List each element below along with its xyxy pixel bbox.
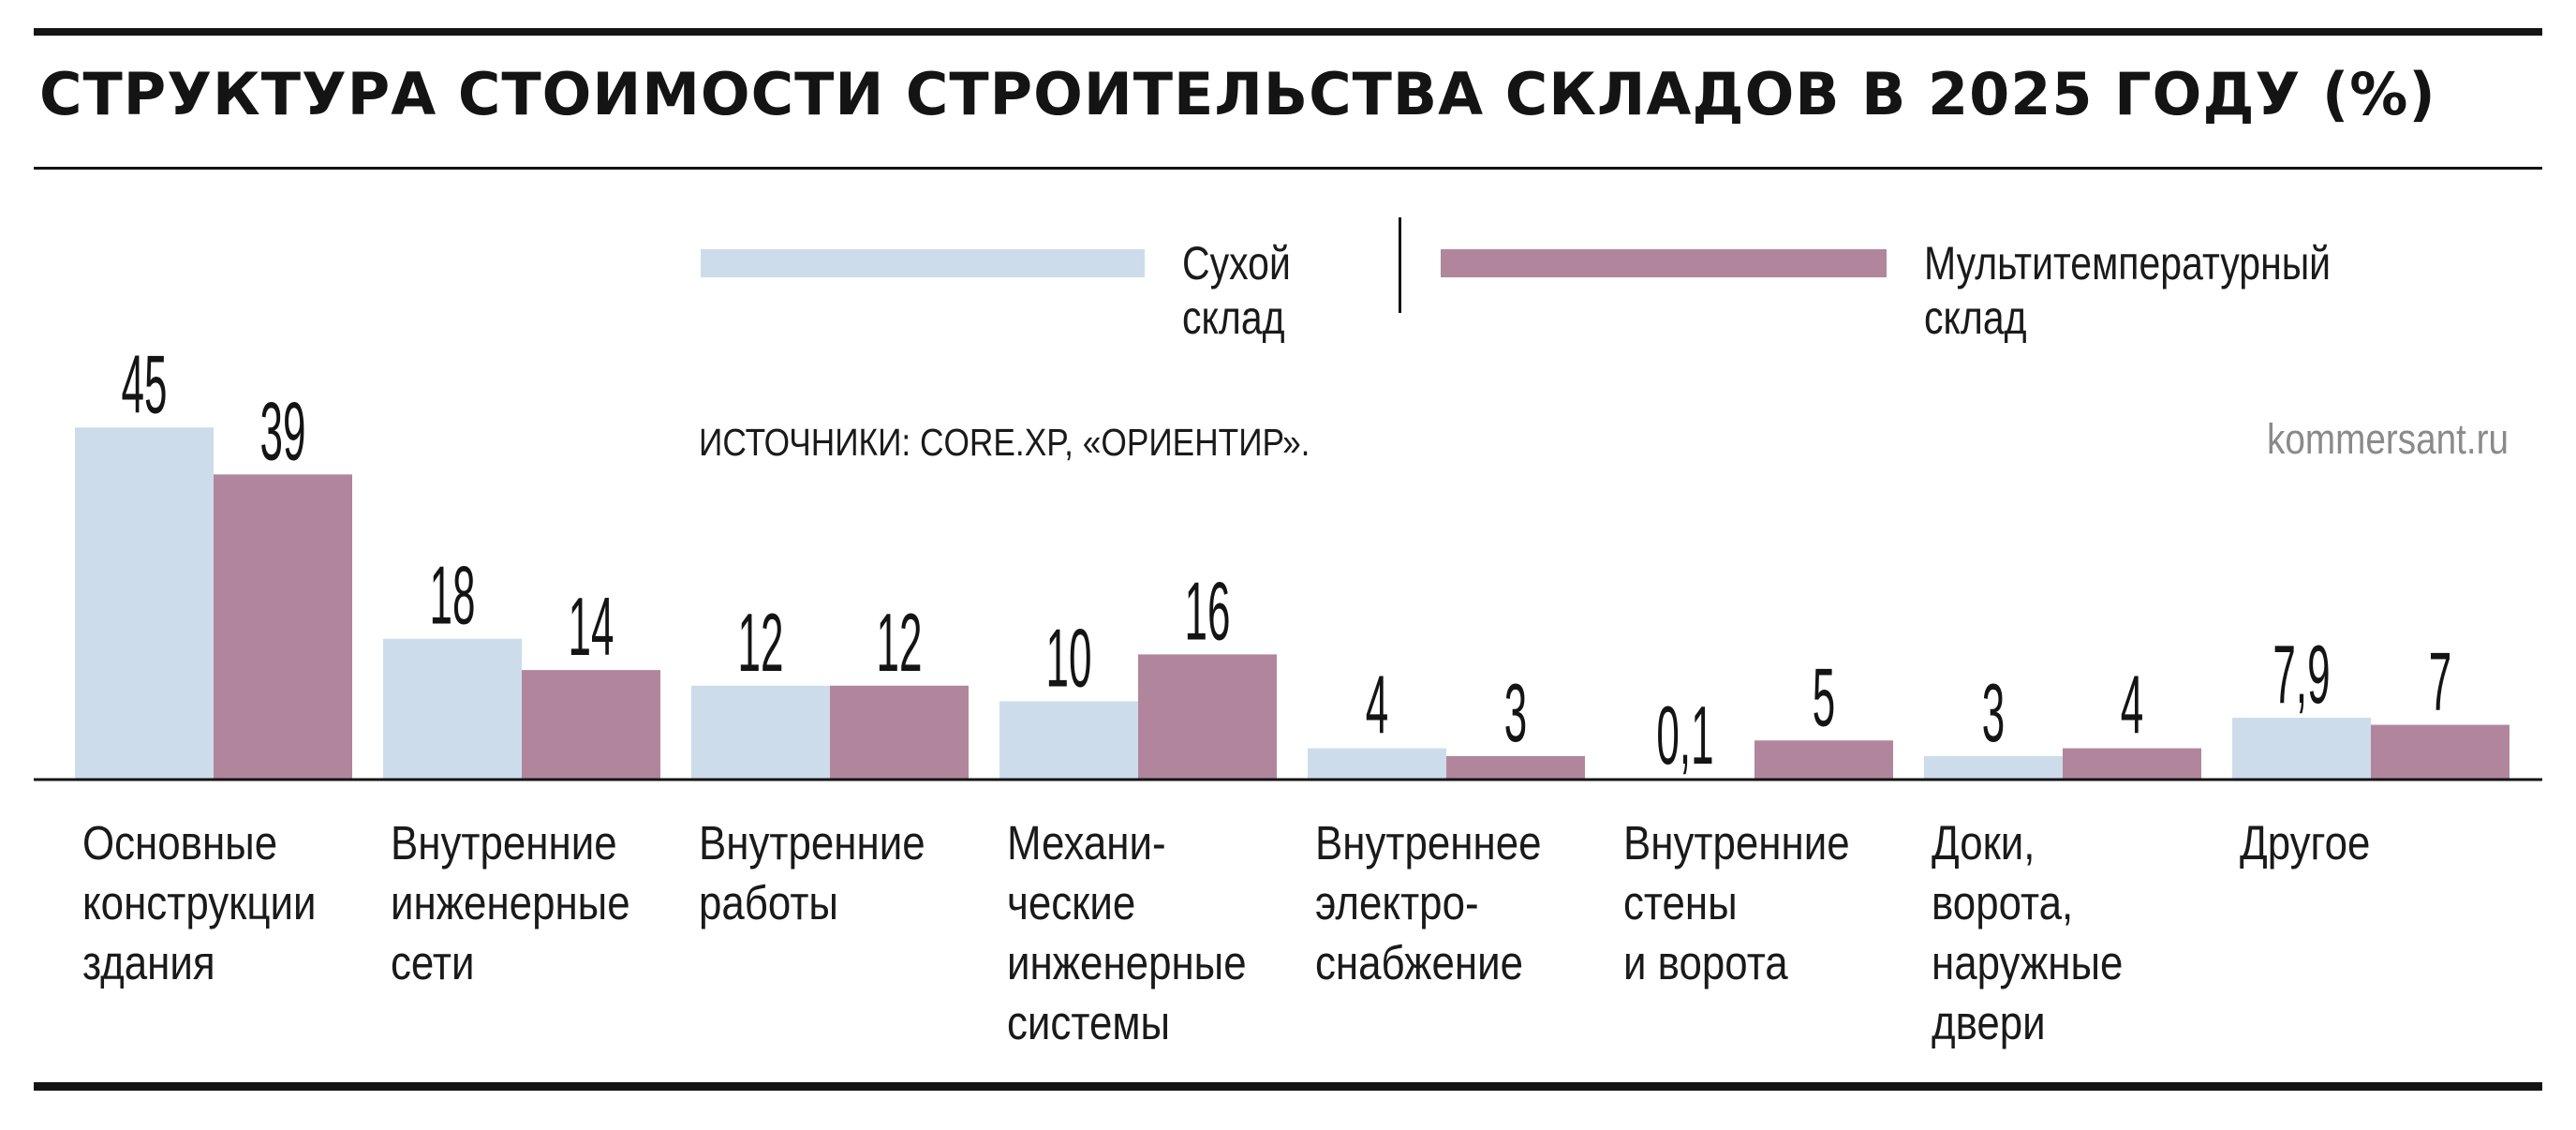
category-label-2: Внутренние работы [699, 813, 925, 933]
bar-multi-6 [2063, 748, 2201, 780]
value-label-dry-1: 18 [430, 549, 476, 642]
category-label-6-line-1: ворота, [1932, 876, 2074, 929]
category-label-6-line-3: двери [1932, 996, 2046, 1049]
source-note: ИСТОЧНИКИ: CORE.XP, «ОРИЕНТИР». [699, 421, 1310, 464]
legend-label-dry: Сухой склад [1182, 236, 1291, 345]
category-label-4-line-1: электро- [1315, 876, 1479, 929]
value-label-multi-0: 39 [260, 385, 306, 478]
bar-multi-7 [2371, 724, 2509, 780]
bar-dry-1 [383, 638, 522, 780]
legend-swatch-dry [701, 249, 1145, 277]
legend-label-multi-line2: склад [1924, 291, 2027, 344]
category-label-3-line-1: ческие [1007, 876, 1136, 929]
bar-dry-0 [75, 427, 214, 780]
value-label-dry-0: 45 [122, 338, 168, 431]
legend-label-dry-line2: склад [1182, 291, 1285, 344]
category-label-5-line-2: и ворота [1623, 936, 1788, 989]
category-label-4-line-2: снабжение [1315, 936, 1524, 989]
legend-label-multi-line1: Мультитемпературный [1924, 237, 2332, 290]
top-rule [34, 28, 2542, 36]
category-label-3-line-3: системы [1007, 996, 1171, 1049]
value-label-multi-1: 14 [569, 580, 614, 673]
value-label-multi-7: 7 [2429, 635, 2451, 728]
category-label-4: Внутреннее электро-снабжение [1315, 813, 1542, 993]
value-label-dry-5: 0,1 [1656, 689, 1713, 781]
bar-dry-4 [1308, 748, 1446, 780]
bar-multi-0 [214, 474, 352, 780]
category-label-0-line-2: здания [82, 936, 215, 989]
category-label-5-line-1: стены [1623, 876, 1738, 929]
category-label-3: Механи-ческие инженерные системы [1007, 813, 1247, 1053]
category-label-1-line-2: сети [391, 936, 475, 989]
value-label-multi-2: 12 [877, 596, 923, 689]
bar-dry-2 [691, 685, 830, 780]
legend-label-dry-line1: Сухой [1182, 237, 1291, 290]
bar-multi-4 [1446, 755, 1585, 780]
category-label-7-line-0: Другое [2240, 816, 2371, 870]
value-label-dry-7: 7,9 [2273, 628, 2330, 721]
bar-multi-1 [522, 670, 660, 780]
chart-title: СТРУКТУРА СТОИМОСТИ СТРОИТЕЛЬСТВА СКЛАДО… [39, 60, 2436, 128]
bar-dry-7 [2232, 718, 2371, 780]
legend-divider [1399, 217, 1401, 313]
value-label-multi-3: 16 [1185, 565, 1231, 658]
value-label-dry-4: 4 [1366, 659, 1388, 751]
category-label-5: Внутренние стены и ворота [1623, 813, 1850, 993]
legend-label-multi: Мультитемпературный склад [1924, 236, 2331, 345]
bar-dry-3 [999, 701, 1138, 780]
category-label-7: Другое [2240, 813, 2370, 873]
bar-multi-2 [830, 685, 969, 780]
bar-dry-6 [1924, 755, 2063, 780]
value-label-multi-5: 5 [1813, 651, 1835, 744]
category-label-2-line-1: работы [699, 876, 838, 929]
category-label-5-line-0: Внутренние [1623, 816, 1850, 870]
category-label-1: Внутренние инженерные сети [391, 813, 630, 993]
category-label-6-line-2: наружные [1932, 936, 2124, 989]
category-label-2-line-0: Внутренние [699, 816, 925, 870]
category-label-0: Основные конструкции здания [82, 813, 316, 993]
value-label-dry-2: 12 [738, 596, 784, 689]
category-label-3-line-0: Механи- [1007, 816, 1166, 870]
category-label-6-line-0: Доки, [1932, 816, 2036, 870]
category-label-3-line-2: инженерные [1007, 936, 1247, 989]
value-label-multi-4: 3 [1504, 666, 1527, 759]
site-credit: kommersant.ru [2266, 415, 2509, 463]
value-label-multi-6: 4 [2121, 659, 2143, 751]
bar-multi-3 [1138, 654, 1277, 780]
value-label-dry-3: 10 [1046, 612, 1092, 705]
bar-multi-5 [1754, 740, 1893, 780]
category-label-1-line-0: Внутренние [391, 816, 617, 870]
category-label-4-line-0: Внутреннее [1315, 816, 1542, 870]
legend-swatch-multi [1441, 249, 1887, 277]
category-label-6: Доки, ворота, наружные двери [1932, 813, 2123, 1053]
category-label-1-line-1: инженерные [391, 876, 630, 929]
title-underline [34, 167, 2542, 170]
value-label-dry-6: 3 [1982, 666, 2005, 759]
category-label-0-line-1: конструкции [82, 876, 317, 929]
category-label-0-line-0: Основные [82, 816, 278, 870]
bottom-rule [34, 1082, 2542, 1091]
